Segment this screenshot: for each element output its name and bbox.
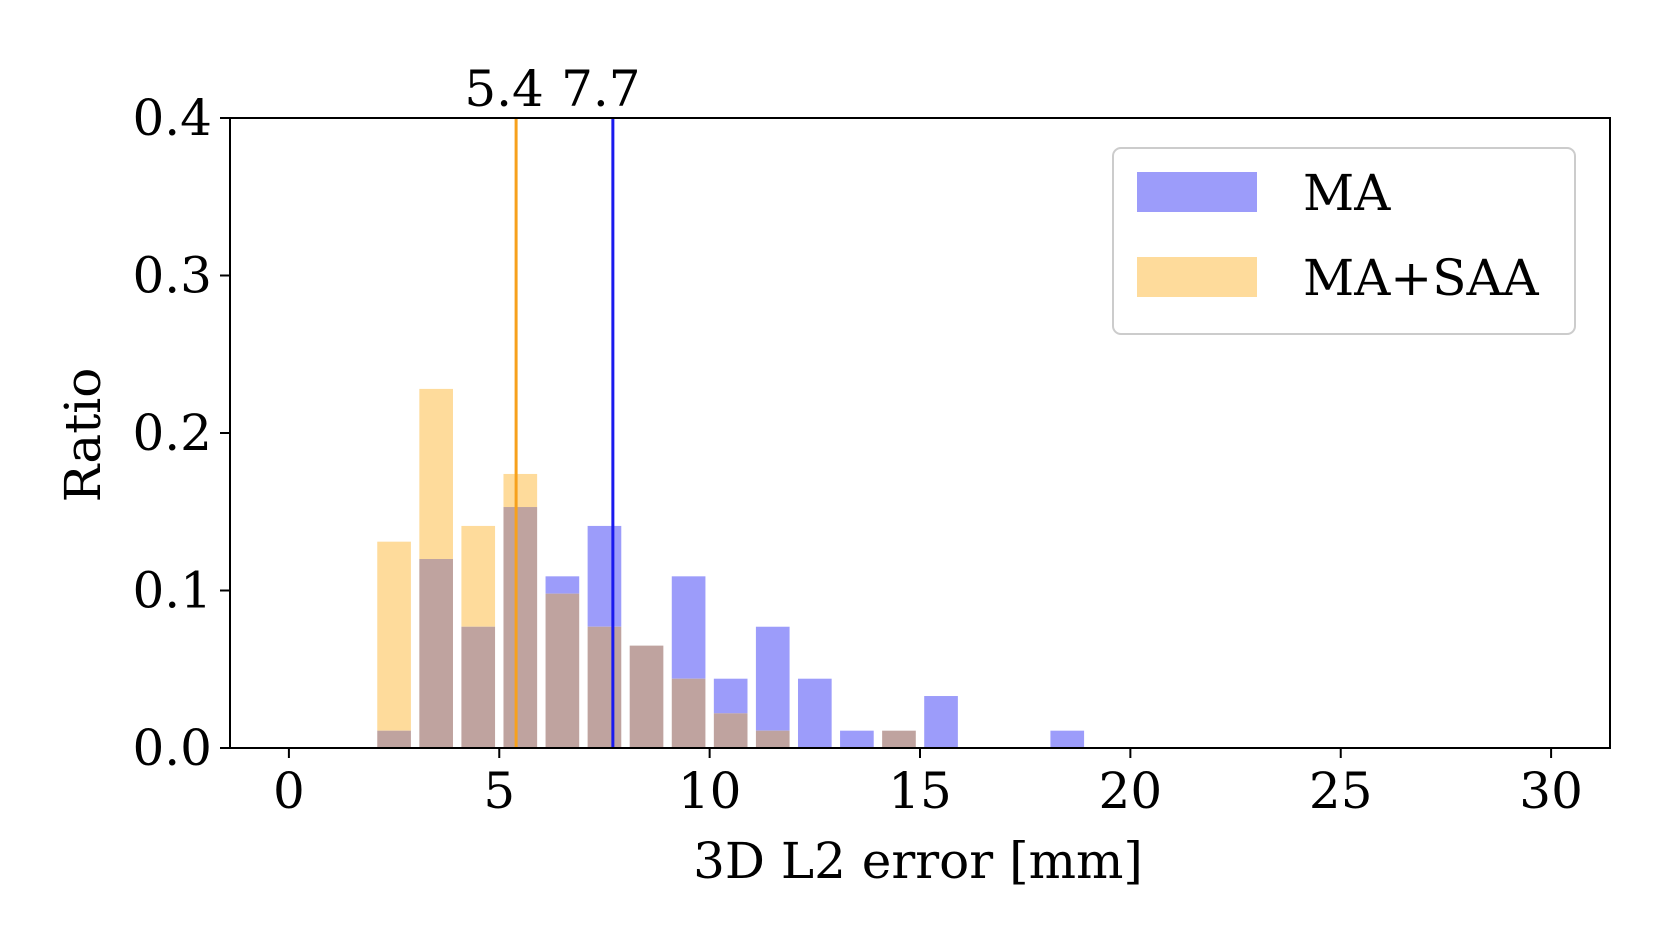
x-tick-label: 0 <box>273 762 305 820</box>
bar-ma <box>755 626 790 731</box>
bar-ma <box>713 678 748 714</box>
x-tick-label: 25 <box>1309 762 1373 820</box>
x-tick-label: 15 <box>888 762 952 820</box>
bar-overlap <box>503 507 538 748</box>
y-tick-label: 0.3 <box>132 247 212 305</box>
y-tick-label: 0.4 <box>132 89 212 147</box>
bar-overlap <box>587 626 622 748</box>
y-tick-label: 0.0 <box>132 719 212 777</box>
bar-ma-saa <box>461 525 496 627</box>
legend-swatch <box>1137 172 1257 212</box>
legend: MA MA+SAA <box>1112 147 1576 335</box>
x-axis: 0 5 10 15 20 25 30 <box>273 748 1583 820</box>
bar-overlap <box>713 713 748 748</box>
bar-overlap <box>882 730 916 748</box>
bar-ma <box>797 678 832 748</box>
bar-ma-saa <box>377 541 411 731</box>
legend-swatch <box>1137 257 1257 297</box>
x-tick-label: 20 <box>1099 762 1163 820</box>
x-axis-label: 3D L2 error [mm] <box>693 832 1143 890</box>
bars-layer <box>377 388 1085 748</box>
legend-label: MA+SAA <box>1303 249 1540 307</box>
bar-overlap <box>461 626 496 748</box>
bar-overlap <box>377 730 411 748</box>
x-tick-label: 5 <box>483 762 515 820</box>
bar-overlap <box>671 678 706 748</box>
bar-overlap <box>629 645 664 748</box>
x-tick-label: 10 <box>678 762 742 820</box>
bar-overlap <box>755 730 790 748</box>
bar-ma-saa <box>503 473 538 508</box>
bar-overlap <box>545 593 580 748</box>
mean-line-label: 7.7 <box>561 60 641 118</box>
legend-label: MA <box>1303 164 1391 222</box>
bar-ma <box>924 696 958 748</box>
mean-lines-layer: 5.4 7.7 <box>464 60 641 748</box>
y-axis: 0.0 0.1 0.2 0.3 0.4 <box>132 89 230 777</box>
mean-line-label: 5.4 <box>464 60 544 118</box>
y-tick-label: 0.2 <box>132 404 212 462</box>
bar-ma <box>840 730 874 748</box>
bar-ma <box>545 576 580 594</box>
y-axis-label: Ratio <box>54 368 112 503</box>
bar-ma <box>671 576 706 679</box>
bar-ma-saa <box>419 388 453 559</box>
bar-ma <box>587 525 622 627</box>
bar-ma <box>1050 730 1085 748</box>
x-tick-label: 30 <box>1519 762 1583 820</box>
bar-overlap <box>419 559 453 748</box>
y-tick-label: 0.1 <box>132 562 212 620</box>
